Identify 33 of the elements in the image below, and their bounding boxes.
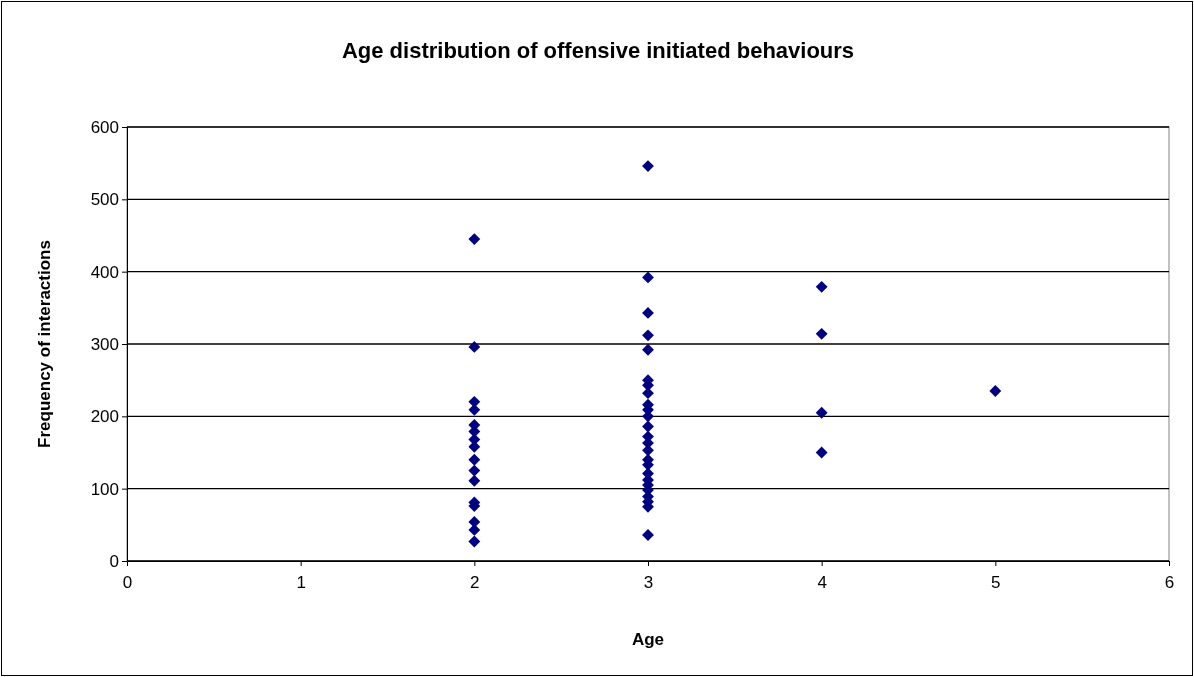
y-tick-label: 600 [90, 117, 119, 137]
x-axis-title: Age [631, 630, 665, 649]
point [642, 329, 654, 342]
x-tick-label: 5 [991, 572, 1001, 592]
point [468, 474, 481, 487]
point [468, 453, 481, 466]
point [468, 535, 481, 548]
point [815, 406, 828, 419]
y-tick-label: 0 [109, 551, 119, 571]
point [815, 280, 828, 293]
y-tick-label: 400 [90, 262, 119, 282]
point [642, 306, 654, 319]
point [642, 343, 654, 356]
point [815, 446, 828, 459]
x-tick-label: 0 [122, 572, 133, 592]
y-tick-label: 500 [90, 190, 119, 210]
x-tick-label: 2 [470, 572, 480, 592]
point [468, 233, 481, 246]
x-tick-label: 3 [643, 572, 654, 592]
x-tick-label: 4 [817, 572, 827, 592]
x-tick-label: 1 [296, 572, 306, 592]
point [468, 464, 481, 477]
point [642, 420, 654, 433]
point [815, 327, 828, 340]
point [642, 271, 654, 284]
x-tick-label: 6 [1164, 572, 1175, 592]
y-tick-label: 300 [90, 334, 119, 354]
chart-title: Age distribution of offensive initiated behaviours [341, 38, 855, 63]
y-axis-title: Frequency of interactions [35, 240, 54, 448]
y-tick-label: 200 [90, 407, 119, 427]
point [989, 385, 1002, 397]
y-tick-label: 100 [90, 479, 119, 499]
point [468, 340, 481, 353]
